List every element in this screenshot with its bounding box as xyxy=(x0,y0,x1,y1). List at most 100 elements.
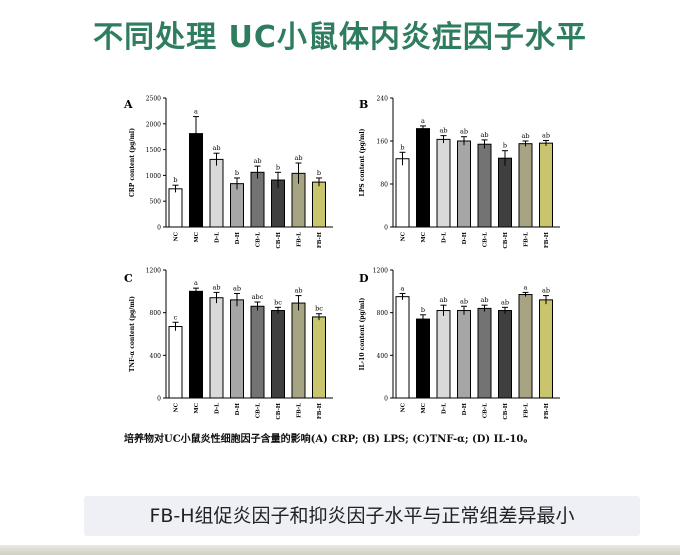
y-tick-label: 800 xyxy=(377,310,389,317)
y-tick-label: 1200 xyxy=(146,268,161,275)
significance-letter: ab xyxy=(542,131,550,139)
bottom-edge-decoration xyxy=(0,545,680,555)
bar-MC xyxy=(416,318,430,399)
x-tick-label: D-H xyxy=(235,232,241,244)
x-tick-label: NC xyxy=(174,402,180,412)
significance-letter: b xyxy=(173,176,177,184)
x-tick-label: MC xyxy=(421,402,427,413)
figure-caption: 培养物对UC小鼠炎性细胞因子含量的影响(A) CRP; (B) LPS; (C)… xyxy=(124,434,534,445)
bar-D-L xyxy=(436,310,451,399)
bar-NC xyxy=(168,188,183,228)
significance-letter: b xyxy=(276,163,280,171)
x-tick-label: NC xyxy=(401,402,407,412)
bar-FB-H xyxy=(539,142,553,228)
bar-NC xyxy=(168,326,183,399)
x-tick-label: MC xyxy=(421,231,427,242)
x-tick-label: D-H xyxy=(462,403,468,415)
x-tick-label: FB-H xyxy=(317,403,323,419)
y-tick-label: 400 xyxy=(150,353,162,360)
significance-letter: bc xyxy=(315,305,323,313)
significance-letter: ab xyxy=(439,296,447,304)
bar-CB-H xyxy=(271,310,285,399)
significance-letter: a xyxy=(524,283,528,291)
x-tick-label: D-L xyxy=(215,232,221,243)
x-tick-label: D-L xyxy=(442,403,448,414)
significance-letter: ab xyxy=(460,297,468,305)
y-tick-label: 0 xyxy=(157,396,161,403)
y-tick-label: 1200 xyxy=(373,268,388,275)
significance-letter: ab xyxy=(439,127,447,135)
significance-letter: ab xyxy=(233,284,241,292)
significance-letter: b xyxy=(235,169,239,177)
bar-D-L xyxy=(209,158,224,228)
y-tick-label: 2500 xyxy=(146,96,161,103)
bar-CB-L xyxy=(250,171,265,228)
bar-MC xyxy=(189,290,203,399)
slide-title: 不同处理 UC小鼠体内炎症因子水平 xyxy=(93,20,587,55)
x-tick-label: CB-L xyxy=(483,403,489,418)
bar-CB-L xyxy=(477,143,492,228)
y-tick-label: 500 xyxy=(150,199,162,206)
x-tick-label: CB-H xyxy=(503,232,509,249)
conclusion-banner: FB-H组促炎因子和抑炎因子水平与正常组差异最小 xyxy=(84,496,640,536)
bar-CB-L xyxy=(477,307,492,399)
bar-D-H xyxy=(230,299,244,399)
significance-letter: b xyxy=(317,169,321,177)
bar-D-H xyxy=(457,310,471,399)
significance-letter: a xyxy=(194,108,198,116)
significance-letter: ab xyxy=(501,298,509,306)
bar-D-H xyxy=(457,140,471,228)
x-tick-label: D-L xyxy=(442,232,448,243)
significance-letter: ab xyxy=(253,157,261,165)
y-axis-title: TNF-α content (pg/ml) xyxy=(129,296,136,372)
panel-label-A: A xyxy=(123,98,133,111)
significance-letter: ab xyxy=(521,132,529,140)
bar-FB-L xyxy=(291,302,306,399)
significance-letter: ab xyxy=(480,131,488,139)
x-tick-label: CB-H xyxy=(503,403,509,420)
panel-label-D: D xyxy=(359,272,369,285)
bar-FB-L xyxy=(518,143,533,228)
x-tick-label: FB-L xyxy=(297,403,303,418)
significance-letter: b xyxy=(400,143,404,151)
bar-D-L xyxy=(436,138,451,228)
y-tick-label: 80 xyxy=(380,182,388,189)
y-tick-label: 0 xyxy=(157,225,161,232)
panel-label-C: C xyxy=(124,272,133,285)
bar-FB-H xyxy=(312,316,326,399)
significance-letter: a xyxy=(421,117,425,125)
significance-letter: bc xyxy=(274,298,282,306)
y-tick-label: 0 xyxy=(384,396,388,403)
y-tick-label: 240 xyxy=(377,96,389,103)
x-tick-label: NC xyxy=(174,231,180,241)
bar-FB-H xyxy=(312,181,326,228)
significance-letter: a xyxy=(194,279,198,287)
x-tick-label: FB-L xyxy=(524,232,530,247)
y-tick-label: 1500 xyxy=(146,147,161,154)
x-tick-label: FB-L xyxy=(524,403,530,418)
bar-FB-H xyxy=(539,299,553,399)
y-tick-label: 400 xyxy=(377,353,389,360)
significance-letter: b xyxy=(421,306,425,314)
x-tick-label: MC xyxy=(194,402,200,413)
significance-letter: ab xyxy=(294,287,302,295)
x-tick-label: FB-H xyxy=(544,403,550,419)
bar-D-H xyxy=(230,183,244,228)
bar-CB-H xyxy=(498,157,512,228)
significance-letter: b xyxy=(503,142,507,150)
x-tick-label: FB-L xyxy=(297,232,303,247)
y-axis-title: CRP content (pg/ml) xyxy=(129,128,136,197)
significance-letter: ab xyxy=(294,154,302,162)
y-axis-title: LPS content (pg/ml) xyxy=(359,128,366,196)
y-tick-label: 2000 xyxy=(146,121,161,128)
significance-letter: ab xyxy=(212,144,220,152)
significance-letter: ab xyxy=(460,128,468,136)
y-tick-label: 160 xyxy=(377,139,389,146)
bar-CB-L xyxy=(250,305,265,399)
x-tick-label: CB-L xyxy=(256,403,262,418)
y-tick-label: 1000 xyxy=(146,173,161,180)
x-tick-label: NC xyxy=(401,231,407,241)
panel-label-B: B xyxy=(359,98,368,111)
bar-MC xyxy=(416,128,430,228)
y-tick-label: 800 xyxy=(150,310,162,317)
